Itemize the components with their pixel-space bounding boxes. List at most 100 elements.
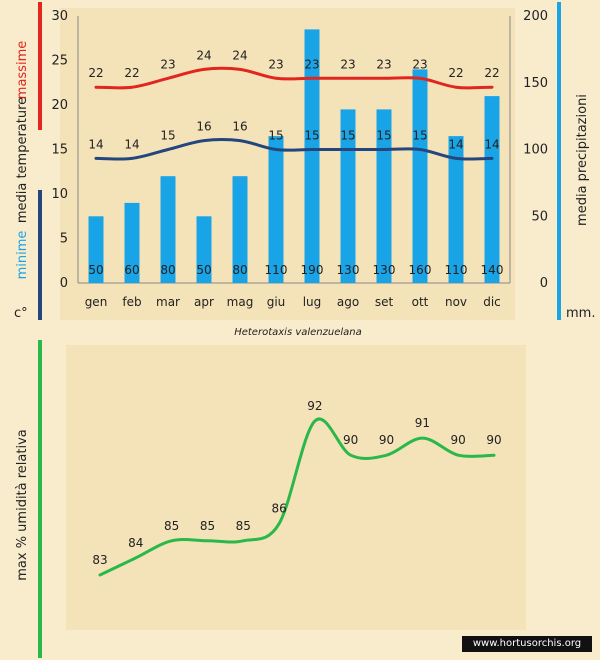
right-tick-150: 150 <box>523 76 548 91</box>
min-temp-value-set: 15 <box>376 129 391 143</box>
humidity-value-apr: 85 <box>200 519 215 533</box>
month-nov: nov <box>445 295 467 309</box>
max-temp-label: massime <box>15 41 30 99</box>
left-tick-0: 0 <box>60 276 68 291</box>
max-temp-value-giu: 23 <box>268 57 283 71</box>
precip-bar-lug <box>304 29 320 284</box>
max-temp-value-mag: 24 <box>232 48 247 62</box>
humidity-value-mag: 85 <box>236 519 251 533</box>
month-feb: feb <box>122 295 141 309</box>
month-ott: ott <box>412 295 429 309</box>
month-mag: mag <box>227 295 254 309</box>
humidity-value-set: 90 <box>379 433 394 447</box>
precip-legend-bar <box>557 2 561 320</box>
month-lug: lug <box>303 295 322 309</box>
precip-value-giu: 110 <box>265 263 288 277</box>
humidity-value-nov: 90 <box>451 433 466 447</box>
precip-value-lug: 190 <box>301 263 324 277</box>
min-temp-label: minime <box>15 231 30 280</box>
max-temp-value-gen: 22 <box>88 66 103 80</box>
humidity-value-mar: 85 <box>164 519 179 533</box>
humidity-value-ago: 90 <box>343 433 358 447</box>
left-tick-20: 20 <box>51 98 68 113</box>
min-temp-value-lug: 15 <box>304 129 319 143</box>
humidity-line-group <box>98 417 496 577</box>
min-temp-value-ott: 15 <box>412 129 427 143</box>
min-temp-value-gen: 14 <box>88 137 103 151</box>
left-tick-30: 30 <box>51 9 68 24</box>
precip-value-apr: 50 <box>196 263 211 277</box>
max-temp-value-dic: 22 <box>484 66 499 80</box>
right-axis-ticks: 0 50 100 150 200 <box>523 9 548 291</box>
precip-bar-nov <box>448 136 464 283</box>
precip-value-mar: 80 <box>160 263 175 277</box>
month-ago: ago <box>337 295 359 309</box>
mm-unit-label: mm. <box>566 306 595 321</box>
min-temperature-line <box>94 137 494 161</box>
degree-unit-label: c° <box>14 306 28 321</box>
precip-bar-gen <box>88 216 104 284</box>
max-temperature-line <box>94 66 494 90</box>
max-temp-value-ott: 23 <box>412 57 427 71</box>
max-temp-value-nov: 22 <box>448 66 463 80</box>
left-tick-5: 5 <box>60 232 68 247</box>
precip-bar-feb <box>124 202 140 283</box>
humidity-value-giu: 86 <box>271 502 286 516</box>
min-temp-value-apr: 16 <box>196 120 211 134</box>
month-gen: gen <box>85 295 108 309</box>
temperature-data-labels: 22 22 23 24 24 23 23 23 23 23 22 22 14 14 15 16 16 15 15 15… <box>88 48 499 151</box>
max-temp-value-mar: 23 <box>160 57 175 71</box>
month-labels: gen feb mar apr mag giu lug ago set ott nov dic <box>85 295 501 309</box>
month-giu: giu <box>267 295 286 309</box>
precip-value-ott: 160 <box>409 263 432 277</box>
month-set: set <box>375 295 394 309</box>
min-temp-value-nov: 14 <box>448 137 463 151</box>
precip-value-mag: 80 <box>232 263 247 277</box>
precip-bar-ago <box>340 109 356 284</box>
humidity-value-feb: 84 <box>128 536 143 550</box>
humidity-value-ott: 91 <box>415 416 430 430</box>
precip-bar-apr <box>196 216 212 284</box>
precip-value-set: 130 <box>373 263 396 277</box>
right-tick-100: 100 <box>523 143 548 158</box>
right-tick-200: 200 <box>523 9 548 24</box>
temperature-axis-label: media temperature <box>15 97 30 223</box>
max-temp-value-lug: 23 <box>304 57 319 71</box>
max-temp-value-apr: 24 <box>196 48 211 62</box>
min-temp-value-dic: 14 <box>484 137 499 151</box>
website-credit: www.hortusorchis.org <box>462 636 592 652</box>
precip-bar-dic <box>484 96 500 283</box>
precip-value-ago: 130 <box>337 263 360 277</box>
max-temp-value-ago: 23 <box>340 57 355 71</box>
precip-bar-ott <box>412 69 428 284</box>
left-tick-25: 25 <box>51 54 68 69</box>
month-apr: apr <box>194 295 214 309</box>
humidity-axis-label: max % umidità relativa <box>15 429 30 581</box>
temperature-lines <box>94 66 494 161</box>
min-temp-value-ago: 15 <box>340 129 355 143</box>
min-temp-value-feb: 14 <box>124 137 139 151</box>
precip-value-feb: 60 <box>124 263 139 277</box>
min-temp-value-mag: 16 <box>232 120 247 134</box>
left-tick-10: 10 <box>51 187 68 202</box>
precip-bar-mar <box>160 176 176 283</box>
max-temp-legend-bar <box>38 2 42 130</box>
right-tick-50: 50 <box>531 209 548 224</box>
month-dic: dic <box>483 295 501 309</box>
min-temp-legend-bar <box>38 190 42 320</box>
precipitation-bars <box>88 29 500 284</box>
month-mar: mar <box>156 295 180 309</box>
min-temp-value-giu: 15 <box>268 129 283 143</box>
precipitation-data-labels: 50 60 80 50 80 110 190 130 130 160 110 140 <box>88 263 503 277</box>
precip-value-gen: 50 <box>88 263 103 277</box>
min-temp-value-mar: 15 <box>160 129 175 143</box>
max-temp-value-set: 23 <box>376 57 391 71</box>
humidity-legend-bar <box>38 340 42 658</box>
left-axis-ticks: 0 5 10 15 20 25 30 <box>51 9 68 291</box>
precipitation-axis-label: media precipitazioni <box>575 94 590 226</box>
humidity-line <box>98 417 496 577</box>
precip-value-dic: 140 <box>481 263 504 277</box>
left-tick-15: 15 <box>51 143 68 158</box>
humidity-data-labels: 83 84 85 85 85 86 92 90 90 91 90 90 <box>92 399 501 567</box>
